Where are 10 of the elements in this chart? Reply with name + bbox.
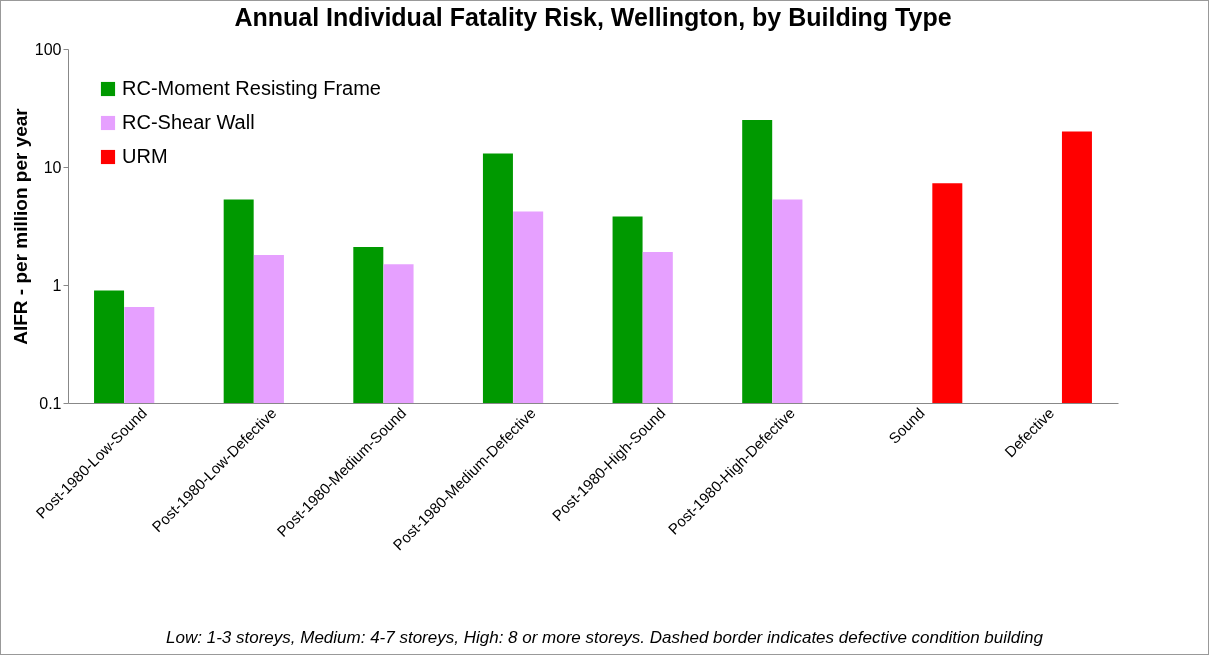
- legend-label: RC-Shear Wall: [122, 111, 255, 133]
- y-axis-title: AIFR - per million per year: [9, 107, 31, 345]
- y-tick-label: 1: [52, 276, 62, 294]
- text: Low: 1-3 storeys, Medium: 4-7 storeys, High: 8 or more storeys. Dashed border indicates defective condition building: [165, 628, 1044, 648]
- y-tick-label: 100: [34, 40, 62, 58]
- y-tick-label: 0.1: [39, 394, 62, 412]
- legend-label: RC-Moment Resisting Frame: [122, 77, 381, 99]
- chart-title: Annual Individual Fatality Risk, Wellington, by Building Type: [234, 3, 952, 31]
- legend-label: URM: [122, 145, 168, 167]
- y-tick-label: 10: [43, 158, 62, 176]
